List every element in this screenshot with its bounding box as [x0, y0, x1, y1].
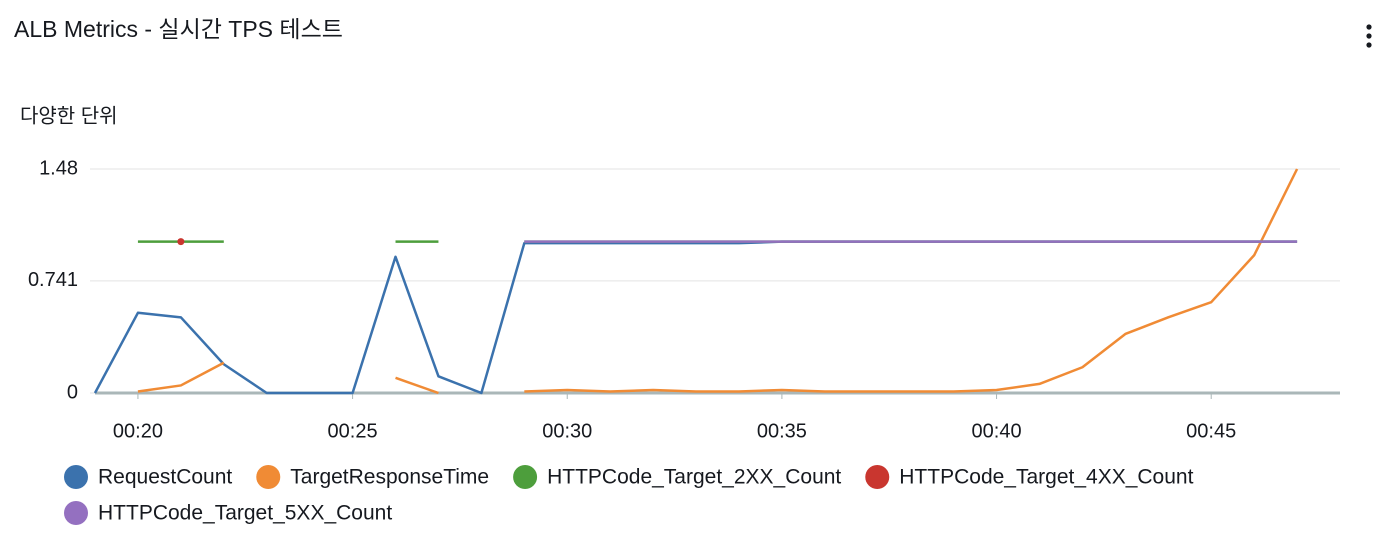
- x-tick-label: 00:35: [757, 420, 807, 442]
- series-point: [177, 238, 185, 246]
- legend-swatch: [513, 465, 538, 489]
- legend-item[interactable]: HTTPCode_Target_2XX_Count: [513, 465, 841, 489]
- legend-swatch: [256, 465, 281, 489]
- x-tick-label: 00:25: [328, 420, 378, 442]
- chart-title: ALB Metrics - 실시간 TPS 테스트: [14, 16, 343, 42]
- menu-dot: [1366, 33, 1372, 39]
- legend-label: HTTPCode_Target_2XX_Count: [547, 466, 841, 489]
- legend-swatch: [64, 501, 88, 525]
- legend-label: RequestCount: [98, 466, 232, 489]
- legend-item[interactable]: HTTPCode_Target_5XX_Count: [64, 501, 392, 525]
- y-tick-label: 0: [67, 381, 78, 403]
- x-tick-label: 00:45: [1186, 420, 1236, 442]
- series-line: [137, 168, 1299, 395]
- menu-dot: [1366, 24, 1372, 30]
- x-tick-label: 00:40: [972, 420, 1022, 442]
- menu-dot: [1366, 42, 1372, 48]
- legend-label: HTTPCode_Target_5XX_Count: [98, 502, 392, 525]
- y-tick-label: 0.741: [28, 269, 78, 291]
- legend-label: HTTPCode_Target_4XX_Count: [899, 466, 1193, 489]
- legend-item[interactable]: TargetResponseTime: [256, 465, 489, 489]
- x-tick-label: 00:20: [113, 420, 163, 442]
- x-tick-label: 00:30: [542, 420, 592, 442]
- menu-button[interactable]: [1366, 24, 1372, 48]
- legend-label: TargetResponseTime: [290, 466, 489, 489]
- series-line: [93, 240, 1298, 395]
- legend-item[interactable]: HTTPCode_Target_4XX_Count: [865, 465, 1194, 489]
- legend-swatch: [64, 465, 88, 489]
- y-axis-label: 다양한 단위: [20, 104, 118, 127]
- legend-item[interactable]: RequestCount: [64, 465, 232, 489]
- legend-swatch: [865, 465, 890, 489]
- y-tick-label: 1.48: [39, 157, 78, 179]
